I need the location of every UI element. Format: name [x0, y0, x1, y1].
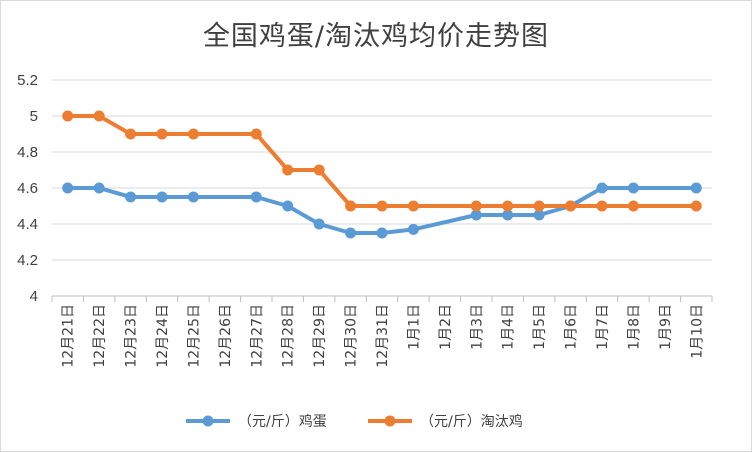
data-point-series-1: [345, 200, 357, 212]
data-point-series-1: [470, 200, 482, 212]
legend-label-1: （元/斤）淘汰鸡: [420, 413, 523, 430]
x-tick-label: 1月10日: [689, 304, 705, 359]
chart-title: 全国鸡蛋/淘汰鸡均价走势图: [202, 21, 550, 52]
x-tick-label: 1月2日: [438, 304, 454, 350]
x-tick-label: 12月22日: [92, 304, 108, 368]
data-point-series-1: [250, 128, 262, 140]
data-point-series-0: [125, 191, 137, 203]
x-tick-label: 12月31日: [375, 304, 391, 368]
data-point-series-0: [93, 182, 105, 194]
x-tick-label: 12月29日: [312, 304, 328, 368]
y-tick-label: 5.2: [17, 72, 38, 89]
x-tick-label: 12月28日: [281, 304, 297, 368]
y-tick-label: 4.4: [17, 216, 38, 233]
x-tick-label: 1月8日: [626, 304, 642, 350]
y-tick-label: 5: [30, 108, 38, 125]
x-tick-label: 12月21日: [61, 304, 77, 368]
data-point-series-1: [596, 200, 608, 212]
data-point-series-0: [313, 218, 325, 230]
data-point-series-1: [376, 200, 388, 212]
y-tick-label: 4.6: [17, 180, 38, 197]
data-point-series-1: [62, 110, 74, 122]
legend-marker-0: [202, 415, 214, 427]
data-point-series-0: [250, 191, 262, 203]
x-tick-label: 1月1日: [406, 304, 422, 350]
data-point-series-1: [187, 128, 199, 140]
data-point-series-0: [533, 209, 545, 221]
x-tick-label: 12月23日: [124, 304, 140, 368]
data-point-series-0: [62, 182, 74, 194]
x-tick-label: 12月25日: [186, 304, 202, 368]
x-tick-label: 1月5日: [532, 304, 548, 350]
data-point-series-1: [93, 110, 105, 122]
data-point-series-0: [282, 200, 294, 212]
data-point-series-1: [565, 200, 577, 212]
y-tick-label: 4.8: [17, 144, 38, 161]
x-tick-label: 12月27日: [249, 304, 265, 368]
data-point-series-0: [502, 209, 514, 221]
data-point-series-0: [627, 182, 639, 194]
legend-marker-1: [384, 415, 396, 427]
y-tick-label: 4: [30, 288, 38, 305]
data-point-series-1: [407, 200, 419, 212]
data-point-series-0: [187, 191, 199, 203]
x-tick-label: 12月24日: [155, 304, 171, 368]
data-point-series-1: [125, 128, 137, 140]
data-point-series-1: [627, 200, 639, 212]
data-point-series-1: [533, 200, 545, 212]
x-tick-label: 1月3日: [469, 304, 485, 350]
x-tick-label: 12月30日: [344, 304, 360, 368]
x-tick-label: 1月9日: [658, 304, 674, 350]
x-tick-label: 12月26日: [218, 304, 234, 368]
y-tick-label: 4.2: [17, 252, 38, 269]
data-point-series-0: [345, 227, 357, 239]
data-point-series-1: [690, 200, 702, 212]
data-point-series-0: [470, 209, 482, 221]
x-tick-label: 1月6日: [564, 304, 580, 350]
x-tick-label: 1月4日: [501, 304, 517, 350]
data-point-series-0: [690, 182, 702, 194]
x-tick-label: 1月7日: [595, 304, 611, 350]
data-point-series-0: [596, 182, 608, 194]
data-point-series-1: [502, 200, 514, 212]
data-point-series-0: [376, 227, 388, 239]
data-point-series-1: [156, 128, 168, 140]
data-point-series-0: [156, 191, 168, 203]
data-point-series-1: [282, 164, 294, 176]
data-point-series-1: [313, 164, 325, 176]
legend-label-0: （元/斤）鸡蛋: [238, 413, 327, 430]
data-point-series-0: [407, 223, 419, 235]
